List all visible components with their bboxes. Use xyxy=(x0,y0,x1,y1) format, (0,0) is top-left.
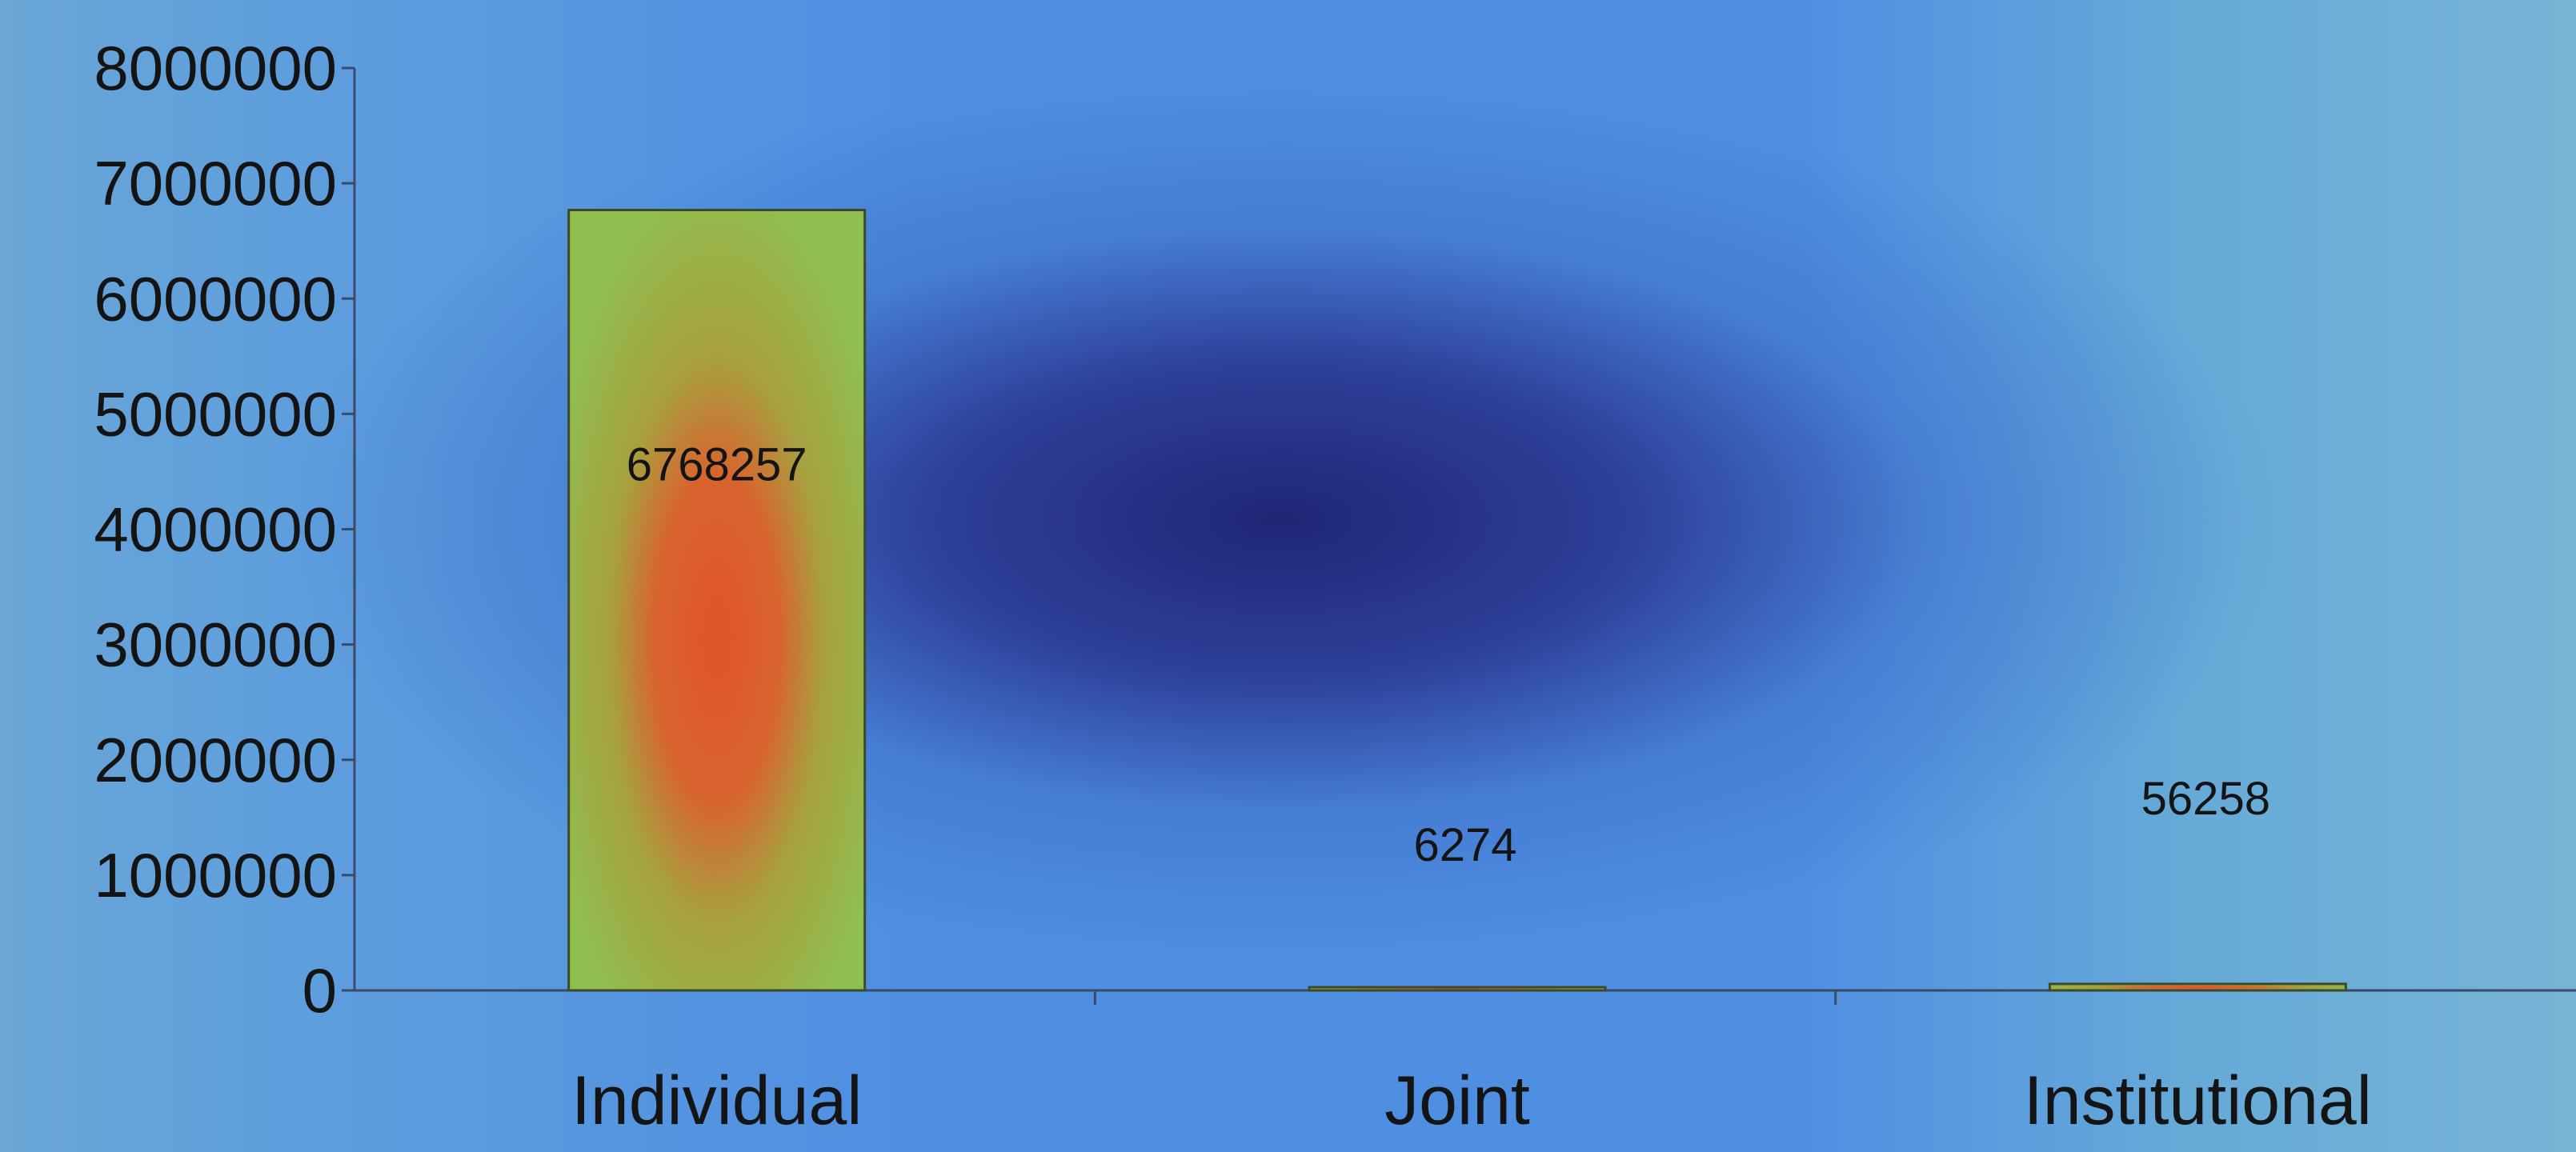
labels: 0 1000000 2000000 3000000 4000000 5000000 6000… xyxy=(94,33,2372,1139)
y-tick-label: 8000000 xyxy=(94,33,337,103)
data-label: 56258 xyxy=(2141,773,2270,825)
bar-individual xyxy=(567,209,867,992)
y-tick-label: 5000000 xyxy=(94,378,337,449)
bars xyxy=(567,209,2347,992)
y-tick-label: 0 xyxy=(302,955,337,1026)
y-tick-label: 6000000 xyxy=(94,263,337,334)
data-label: 6274 xyxy=(1413,819,1516,871)
bar-institutional xyxy=(2048,982,2347,992)
y-tick-label: 2000000 xyxy=(94,725,337,795)
x-category-label: Individual xyxy=(571,1062,862,1139)
y-tick-label: 3000000 xyxy=(94,610,337,680)
x-category-label: Institutional xyxy=(2024,1062,2372,1139)
y-tick-label: 1000000 xyxy=(94,840,337,910)
data-label: 6768257 xyxy=(627,438,807,490)
y-tick-label: 4000000 xyxy=(94,494,337,565)
bar-joint xyxy=(1308,986,1607,992)
x-category-label: Joint xyxy=(1384,1062,1530,1139)
y-tick-label: 7000000 xyxy=(94,148,337,218)
